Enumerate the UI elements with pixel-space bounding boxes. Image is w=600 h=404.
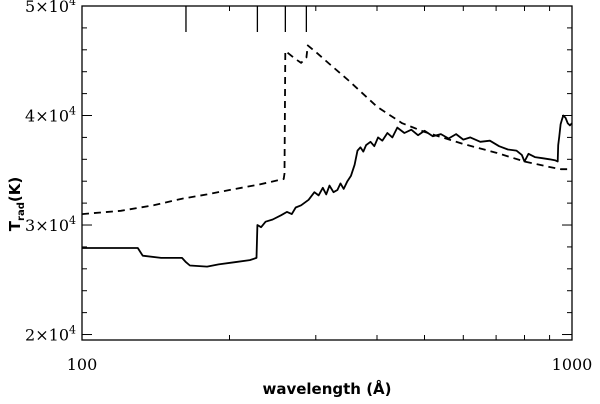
x-tick-label: 1000	[552, 355, 593, 374]
y-axis-label: Trad(K)	[6, 177, 27, 231]
y-axis-label-sub: rad	[16, 202, 27, 221]
y-tick-label: 3×104	[25, 214, 76, 235]
series-group	[81, 44, 573, 268]
x-tick-label: 100	[67, 355, 98, 374]
y-axis-label-suffix: (K)	[6, 177, 24, 202]
solid-series-line	[82, 114, 573, 268]
x-axis-label: wavelength (Å)	[262, 379, 391, 398]
dashed-series-line	[81, 44, 572, 215]
plot-frame	[81, 5, 573, 341]
x-axis-ticks: 100 1000	[67, 6, 593, 374]
y-tick-label: 5×104	[25, 0, 76, 16]
y-axis-label-main: T	[6, 220, 24, 231]
edge-markers	[185, 6, 308, 32]
y-tick-label: 4×104	[25, 105, 76, 126]
y-tick-label: 2×104	[25, 324, 76, 345]
y-axis-ticks: 2×104 3×104 4×104 5×104	[25, 0, 572, 345]
